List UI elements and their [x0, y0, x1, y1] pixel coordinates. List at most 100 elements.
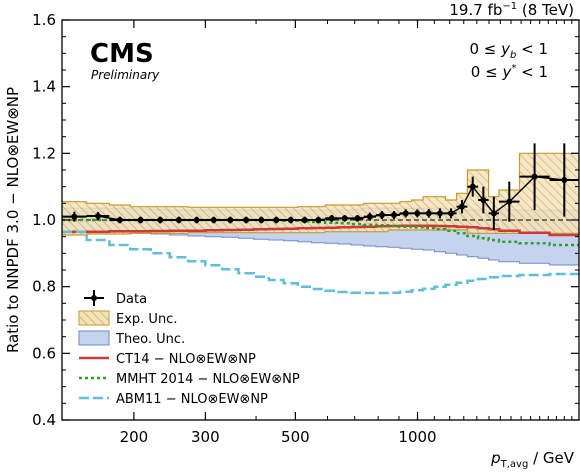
- data-point: [375, 211, 389, 219]
- data-point: [338, 215, 352, 222]
- legend-item-data: Data: [84, 290, 147, 307]
- data-point: [268, 216, 284, 224]
- data-point: [478, 186, 489, 214]
- data-point: [297, 216, 312, 224]
- data-point: [325, 215, 339, 222]
- data-point: [456, 200, 468, 214]
- legend-label-exp: Exp. Unc.: [116, 312, 177, 327]
- data-marker: [414, 210, 421, 217]
- cut-ystar: 0 ≤ y* < 1: [471, 63, 548, 81]
- data-point: [130, 216, 151, 224]
- data-point: [388, 211, 400, 219]
- legend-label-abm11: ABM11 − NLO⊗EW⊗NP: [116, 392, 268, 407]
- data-point: [311, 216, 326, 224]
- data-marker: [480, 197, 487, 203]
- data-marker: [71, 213, 78, 220]
- data-marker: [258, 217, 265, 223]
- data-points: [62, 143, 579, 230]
- y-tick-label: 0.6: [32, 344, 56, 362]
- data-point: [86, 212, 110, 220]
- data-marker: [95, 213, 102, 219]
- data-marker: [287, 217, 294, 223]
- data-point: [549, 143, 579, 217]
- data-marker: [227, 217, 234, 223]
- data-point: [445, 208, 457, 219]
- data-marker: [354, 215, 361, 222]
- data-marker: [193, 217, 200, 223]
- legend-item-mmht: MMHT 2014 − NLO⊗EW⊗NP: [79, 372, 300, 387]
- data-point: [238, 216, 254, 224]
- x-tick-label: 200: [120, 428, 149, 446]
- data-point: [363, 212, 376, 221]
- data-point: [434, 208, 446, 219]
- data-point: [411, 209, 424, 218]
- data-marker: [490, 210, 497, 217]
- abm11-curve: [62, 230, 579, 295]
- data-point: [488, 196, 500, 230]
- x-axis: 200 300 500 1000: [120, 20, 580, 446]
- data-point: [283, 216, 298, 224]
- cut-yb: 0 ≤ yb < 1: [469, 40, 548, 61]
- data-marker: [341, 215, 348, 222]
- x-tick-label: 1000: [398, 428, 436, 446]
- x-axis-title: pT,avg / GeV: [490, 449, 575, 470]
- data-marker: [506, 198, 513, 205]
- y-axis: 0.4 0.6 0.8 1.0 1.2 1.4 1.6: [32, 11, 579, 429]
- cms-sublabel: Preliminary: [91, 68, 160, 82]
- legend-item-abm11: ABM11 − NLO⊗EW⊗NP: [79, 392, 268, 407]
- data-marker: [210, 217, 217, 223]
- data-marker: [243, 217, 250, 223]
- data-point: [150, 216, 170, 224]
- data-point: [205, 216, 223, 224]
- x-tick-label: 500: [281, 428, 310, 446]
- data-point: [169, 216, 189, 224]
- data-marker: [379, 212, 386, 218]
- plot-area: [62, 143, 579, 295]
- legend: Data Exp. Unc. Theo. Unc. CT14 − NLO⊗EW⊗…: [78, 290, 300, 407]
- data-marker: [469, 183, 476, 190]
- data-marker: [390, 212, 397, 218]
- data-marker: [402, 210, 409, 217]
- y-tick-label: 1.4: [32, 78, 56, 96]
- ct14-curve: [62, 224, 579, 237]
- data-point: [351, 215, 364, 222]
- data-marker: [425, 210, 432, 217]
- data-marker: [137, 217, 144, 223]
- data-marker: [273, 217, 280, 223]
- data-point: [222, 216, 239, 224]
- legend-label-ct14: CT14 − NLO⊗EW⊗NP: [116, 352, 256, 367]
- y-tick-label: 0.8: [32, 278, 56, 296]
- y-axis-title: Ratio to NNPDF 3.0 − NLO⊗EW⊗NP: [4, 87, 22, 353]
- y-tick-label: 1.2: [32, 144, 56, 162]
- data-marker: [531, 173, 538, 180]
- data-point: [499, 181, 520, 222]
- y-tick-label: 1.0: [32, 211, 56, 229]
- x-tick-label: 300: [191, 428, 220, 446]
- data-marker: [315, 217, 322, 223]
- data-point: [423, 209, 435, 218]
- data-point: [188, 216, 206, 224]
- data-point: [109, 216, 131, 224]
- data-point: [399, 209, 412, 218]
- y-tick-label: 0.4: [32, 411, 56, 429]
- legend-label-theo: Theo. Unc.: [115, 332, 185, 347]
- cms-label: CMS: [90, 39, 154, 69]
- data-marker: [366, 213, 373, 220]
- data-marker: [561, 177, 568, 183]
- y-tick-label: 1.6: [32, 11, 56, 29]
- data-marker: [328, 215, 335, 222]
- data-marker: [175, 217, 182, 223]
- data-point: [519, 143, 550, 210]
- lumi-label: 19.7 fb−1 (8 TeV): [449, 1, 574, 19]
- data-marker: [157, 217, 164, 223]
- legend-label-data: Data: [116, 292, 147, 307]
- legend-label-mmht: MMHT 2014 − NLO⊗EW⊗NP: [116, 372, 300, 387]
- legend-item-ct14: CT14 − NLO⊗EW⊗NP: [79, 352, 256, 367]
- data-point: [467, 176, 479, 197]
- legend-item-theo: Theo. Unc.: [78, 330, 185, 347]
- data-marker: [301, 217, 308, 223]
- data-marker: [458, 203, 465, 210]
- data-marker: [436, 210, 443, 217]
- data-marker: [448, 210, 455, 217]
